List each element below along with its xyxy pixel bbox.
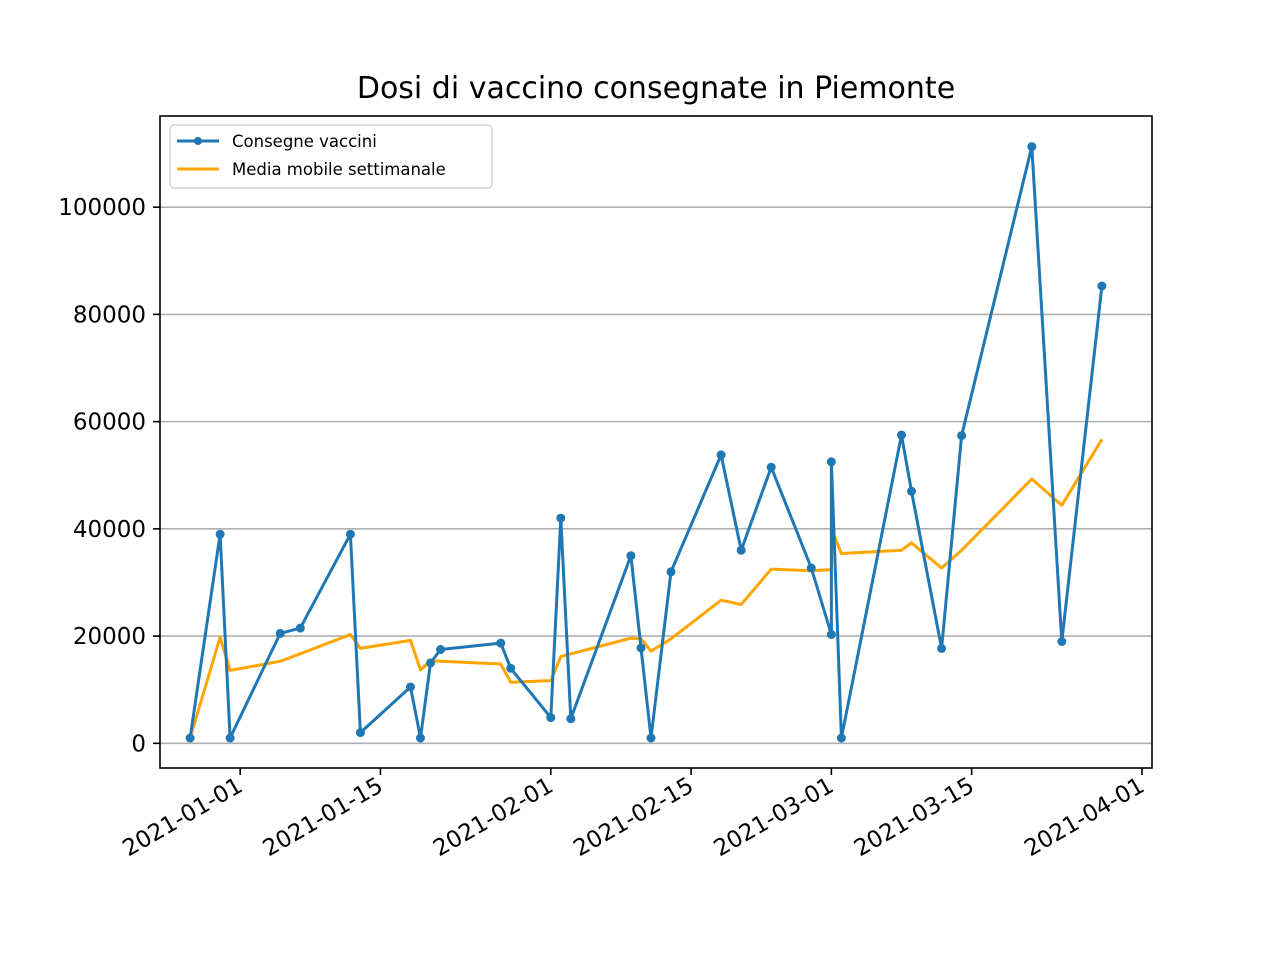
- y-tick-label: 20000: [73, 624, 146, 650]
- data-point: [806, 563, 816, 573]
- data-point: [1027, 142, 1037, 152]
- data-point: [506, 663, 516, 673]
- series-line-consegne-vaccini: [188, 145, 1104, 740]
- data-point: [736, 545, 746, 555]
- data-point: [1097, 281, 1107, 291]
- data-point: [406, 682, 415, 692]
- data-point: [225, 733, 235, 743]
- data-point: [766, 462, 776, 472]
- data-point: [826, 630, 836, 639]
- data-point: [626, 551, 636, 561]
- data-point: [957, 431, 967, 441]
- data-point: [826, 457, 836, 467]
- data-point: [897, 430, 906, 440]
- y-axis: 0 20000 40000 60000 80000 100000: [58, 195, 160, 757]
- legend-box: [169, 124, 493, 189]
- data-point: [546, 713, 556, 723]
- series-layer: [185, 142, 1107, 743]
- y-tick-label: 40000: [73, 517, 146, 543]
- data-point: [355, 728, 365, 738]
- legend-label-media-mobile: Media mobile settimanale: [232, 160, 446, 179]
- data-point: [416, 733, 425, 743]
- chart-title: Dosi di vaccino consegnate in Piemonte: [357, 71, 955, 106]
- data-point: [636, 643, 646, 653]
- data-point: [436, 645, 446, 654]
- data-point: [907, 486, 916, 496]
- data-point: [666, 567, 676, 577]
- data-point: [275, 628, 285, 638]
- plot-frame: [159, 115, 1153, 769]
- data-point: [646, 733, 656, 743]
- data-point: [295, 623, 305, 633]
- data-point: [496, 638, 506, 648]
- data-point: [836, 733, 846, 743]
- y-tick-label: 100000: [58, 195, 146, 221]
- data-point: [185, 733, 195, 743]
- data-point: [345, 529, 355, 539]
- data-point: [566, 714, 576, 724]
- legend-marker-consegne-vaccini: [194, 137, 202, 145]
- y-tick-label: 80000: [73, 302, 146, 328]
- legend-label-consegne-vaccini: Consegne vaccini: [232, 132, 377, 151]
- data-point: [937, 643, 947, 653]
- y-gridlines: [160, 206, 1152, 745]
- data-point: [215, 529, 225, 539]
- data-point: [716, 450, 726, 460]
- y-tick-label: 60000: [73, 410, 146, 436]
- legend: Consegne vaccini Media mobile settimanal…: [169, 124, 493, 189]
- y-tick-label: 0: [131, 731, 146, 757]
- data-point: [556, 513, 566, 523]
- data-point: [426, 658, 435, 668]
- data-point: [1057, 637, 1067, 646]
